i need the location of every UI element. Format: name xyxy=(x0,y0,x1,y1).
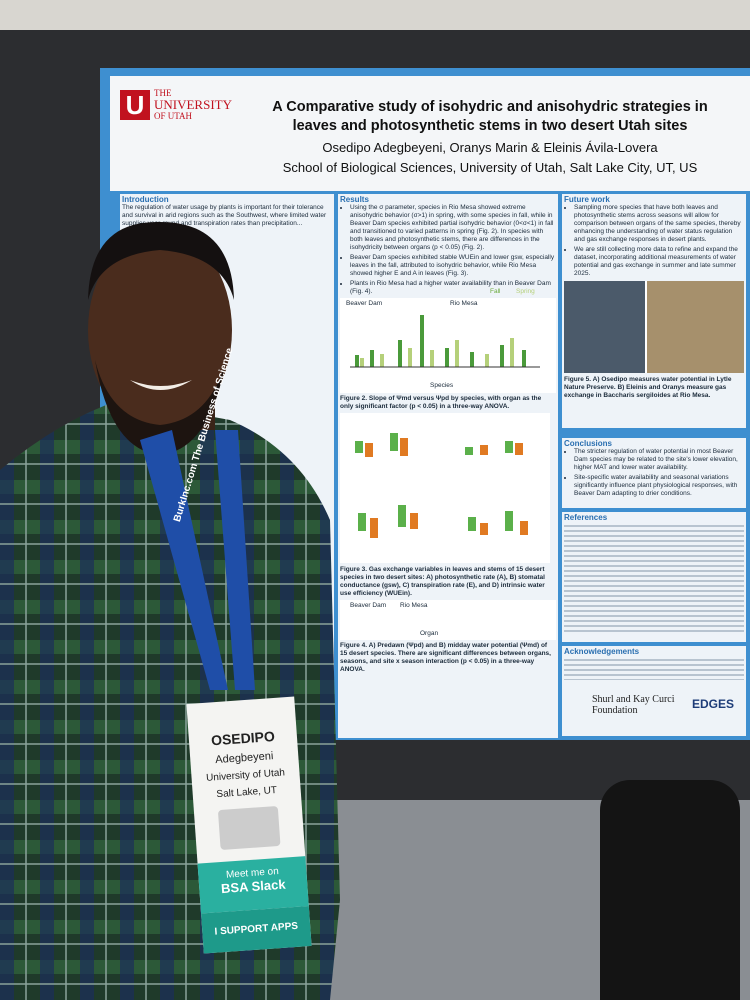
bullet: We are still collecting more data to ref… xyxy=(574,246,744,278)
logo-line: OF UTAH xyxy=(154,111,193,121)
results: Results Using the σ parameter, species i… xyxy=(338,194,558,738)
panel-label: Rio Mesa xyxy=(450,300,478,307)
panel-label: Rio Mesa xyxy=(400,602,428,609)
bullet: Beaver Dam species exhibited stable WUEi… xyxy=(350,254,556,278)
figure-4: Beaver Dam Rio Mesa Organ xyxy=(340,600,556,640)
support-text: I SUPPORT xyxy=(214,922,269,938)
title-bar: U THE UNIVERSITY OF UTAH A Comparative s… xyxy=(110,76,750,191)
reference-lines xyxy=(564,522,744,632)
bullet: Sampling more species that have both lea… xyxy=(574,204,744,244)
logo-line: UNIVERSITY xyxy=(154,97,232,112)
figure-3 xyxy=(340,413,550,563)
panel-label: Beaver Dam xyxy=(346,300,383,307)
section-heading: Future work xyxy=(564,195,610,204)
badge-institution: University of Utah xyxy=(205,767,286,784)
logo-text: THE UNIVERSITY OF UTAH xyxy=(154,88,232,121)
section-heading: Introduction xyxy=(122,195,169,204)
ack-lines xyxy=(564,656,744,680)
logo-mark: U xyxy=(120,90,150,120)
section-heading: Acknowledgements xyxy=(564,647,640,656)
slack-banner: Meet me on BSA Slack xyxy=(197,856,309,914)
support-banner: I SUPPORT APPS xyxy=(201,906,312,954)
axis-label: Organ xyxy=(420,630,439,637)
figure-2: Beaver Dam Rio Mesa Fall Spring Species xyxy=(340,288,556,393)
field-photos xyxy=(564,281,744,373)
panel-label: Beaver Dam xyxy=(350,602,387,609)
section-text: The regulation of water usage by plants … xyxy=(122,204,327,227)
bullet: Plants in Rio Mesa had a higher water av… xyxy=(350,280,556,296)
figure-caption: Figure 5. A) Osedipo measures water pote… xyxy=(564,376,732,399)
name-badge: OSEDIPO Adegbeyeni University of Utah Sa… xyxy=(186,696,312,954)
poster-title: A Comparative study of isohydric and ani… xyxy=(272,99,708,134)
figure-caption: Figure 4. A) Predawn (Ψpd) and B) midday… xyxy=(340,642,551,673)
axis-label: Species xyxy=(430,382,454,389)
figure-caption: Figure 3. Gas exchange variables in leav… xyxy=(340,566,545,597)
sponsor-logo: EDGES xyxy=(692,697,735,711)
badge-logo xyxy=(217,805,281,851)
badge-first-name: OSEDIPO xyxy=(210,728,276,749)
poster-authors: Osedipo Adegbeyeni, Oranys Marin & Elein… xyxy=(322,140,658,155)
poster-affiliation: School of Biological Sciences, Universit… xyxy=(282,160,698,175)
sponsor-name: Shurl and Kay Curci Foundation xyxy=(592,694,675,716)
acknowledgements: Acknowledgements Shurl and Kay Curci Fou… xyxy=(562,646,746,736)
legend-entry: Fall xyxy=(490,288,501,295)
conclusions: Conclusions The stricter regulation of w… xyxy=(562,438,746,508)
figure-caption: Figure 2. Slope of Ψmd versus Ψpd by spe… xyxy=(340,395,542,410)
badge-last-name: Adegbeyeni xyxy=(214,750,274,767)
future-work: Future work Sampling more species that h… xyxy=(562,194,746,428)
section-heading: Conclusions xyxy=(564,439,613,448)
references: References xyxy=(562,512,746,642)
passerby-legs xyxy=(600,780,740,1000)
section-heading: Results xyxy=(340,195,369,204)
bullet: Using the σ parameter, species in Rio Me… xyxy=(350,204,556,252)
bar-plot xyxy=(350,315,540,368)
legend-entry: Spring xyxy=(516,288,535,295)
bullet: The stricter regulation of water potenti… xyxy=(574,448,744,472)
badge-location: Salt Lake, UT xyxy=(216,784,278,801)
bullet: Site-specific water availability and sea… xyxy=(574,474,744,498)
apps-text: APPS xyxy=(270,920,299,934)
logo-line: THE xyxy=(154,88,172,98)
section-heading: References xyxy=(564,513,608,522)
